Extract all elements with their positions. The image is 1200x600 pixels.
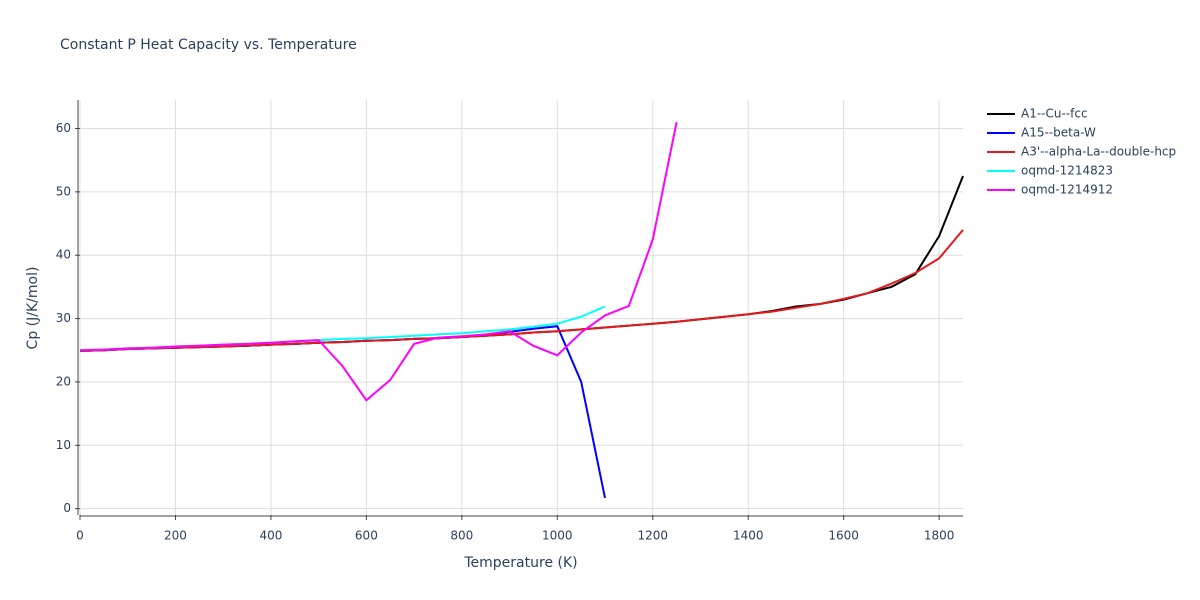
x-tick-label: 400 [259,529,282,543]
y-axis-title: Cp (J/K/mol) [25,267,41,350]
chart-title: Constant P Heat Capacity vs. Temperature [60,37,357,53]
x-tick-label: 0 [76,529,84,543]
y-tick-label: 0 [63,501,71,515]
series-line [79,122,678,402]
x-tick-label: 600 [355,529,378,543]
y-tick-label: 40 [56,248,71,262]
y-tick-label: 10 [56,438,71,452]
series-line [79,229,964,352]
legend-label: oqmd-1214912 [1021,183,1113,197]
y-tick-label: 60 [56,121,71,135]
x-tick-label: 1200 [637,529,668,543]
y-tick-label: 20 [56,374,71,388]
x-tick-label: 1000 [542,529,573,543]
x-tick-label: 800 [450,529,473,543]
y-tick-label: 50 [56,184,71,198]
legend-label: A15--beta-W [1021,126,1096,140]
y-tick-label: 30 [56,311,71,325]
series-line [79,305,606,352]
legend-label: A1--Cu--fcc [1021,107,1088,121]
legend-label: A3'--alpha-La--double-hcp [1021,145,1176,159]
x-tick-label: 1600 [828,529,859,543]
series-line [79,325,606,499]
x-tick-label: 1800 [924,529,955,543]
x-tick-label: 200 [164,529,187,543]
x-axis-title: Temperature (K) [463,555,577,571]
legend-label: oqmd-1214823 [1021,164,1113,178]
x-tick-label: 1400 [733,529,764,543]
series-line [79,175,964,352]
